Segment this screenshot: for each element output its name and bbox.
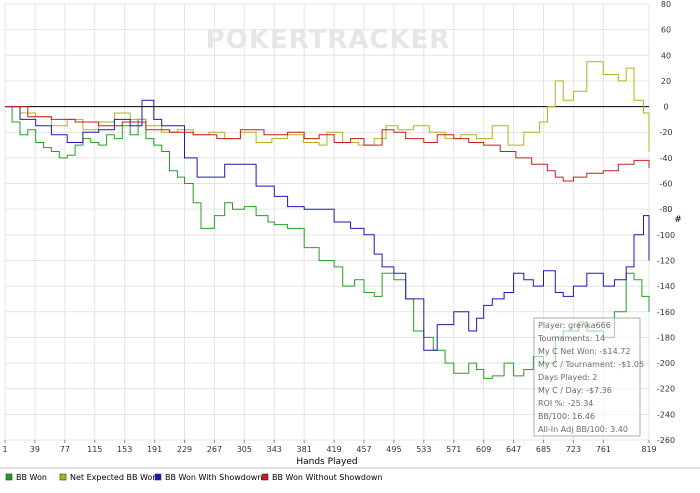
- y-tick-label: -240: [657, 410, 675, 419]
- y-axis: 80 60 40 20 0 -20 -40 -60 -80 -100 -120 -140 -160 -18…: [657, 0, 675, 445]
- y-tick-label: -140: [657, 282, 675, 291]
- legend: BB Won Net Expected BB Won BB Won With Sho…: [5, 473, 382, 482]
- stats-allin: All-In Adj BB/100: 3.40: [538, 425, 628, 434]
- x-tick-label: 495: [386, 445, 401, 454]
- x-tick-label: 685: [536, 445, 551, 454]
- x-tick-label: 191: [147, 445, 162, 454]
- x-axis: 1 39 77 115 153 191 229 267 305 343 381 419 457 495 53…: [2, 440, 657, 454]
- series-line-4: [5, 106, 650, 182]
- stats-box: Player: grenka666 Tournaments: 14 My C N…: [533, 317, 644, 437]
- legend-label-3: BB Won With Showdown: [165, 473, 262, 482]
- y-tick-label: -40: [659, 154, 672, 163]
- x-tick-label: 267: [207, 445, 222, 454]
- legend-label-2: Net Expected BB Won: [70, 473, 157, 482]
- y-tick-label: -80: [659, 205, 672, 214]
- stats-bb100: BB/100: 16.46: [538, 412, 595, 421]
- x-tick-label: 39: [30, 445, 40, 454]
- series-line-3: [5, 99, 650, 351]
- legend-swatch-4: [261, 473, 269, 481]
- y-tick-label: 80: [661, 0, 671, 9]
- watermark-logo: POKERTRACKER: [206, 25, 451, 55]
- x-tick-label: 723: [566, 445, 581, 454]
- y-tick-label: -60: [659, 180, 672, 189]
- legend-swatch-3: [154, 473, 162, 481]
- legend-label-4: BB Won Without Showdown: [272, 473, 382, 482]
- stats-roi: ROI %: -25.34: [538, 399, 593, 408]
- y-tick-label: 0: [663, 103, 668, 112]
- y-tick-label: -180: [657, 333, 675, 342]
- y-tick-label: -220: [657, 385, 675, 394]
- series-line-2: [5, 61, 650, 152]
- x-tick-label: 153: [117, 445, 132, 454]
- stats-player: Player: grenka666: [538, 321, 611, 330]
- x-tick-label: 305: [237, 445, 252, 454]
- stats-box-frame: [533, 317, 641, 437]
- y-tick-label: -120: [657, 256, 675, 265]
- x-tick-label: 609: [476, 445, 491, 454]
- x-tick-label: 229: [177, 445, 192, 454]
- x-tick-label: 343: [267, 445, 282, 454]
- x-tick-label: 381: [297, 445, 312, 454]
- x-tick-label: 571: [446, 445, 461, 454]
- stats-days-played: Days Played: 2: [538, 373, 598, 382]
- legend-swatch-1: [5, 473, 13, 481]
- x-tick-label: 761: [596, 445, 611, 454]
- stats-per-tournament: My C / Tournament: -$1.05: [538, 360, 644, 369]
- x-tick-label: 647: [506, 445, 521, 454]
- legend-swatch-2: [59, 473, 67, 481]
- stats-net-won: My C Net Won: -$14.72: [538, 347, 630, 356]
- y-tick-label: 60: [661, 26, 671, 35]
- y-tick-label: -100: [657, 231, 675, 240]
- y-tick-label: -160: [657, 308, 675, 317]
- x-axis-title: Hands Played: [296, 457, 357, 467]
- x-tick-label: 533: [416, 445, 431, 454]
- x-tick-label: 419: [326, 445, 341, 454]
- x-tick-label: 457: [356, 445, 371, 454]
- y-tick-label: 20: [661, 77, 671, 86]
- legend-label-1: BB Won: [16, 473, 47, 482]
- stats-tournaments: Tournaments: 14: [537, 334, 605, 343]
- y-tick-label: -260: [657, 436, 675, 445]
- x-tick-label: 819: [641, 445, 656, 454]
- x-tick-label: 1: [2, 445, 7, 454]
- y-axis-title: #: [674, 215, 682, 225]
- y-tick-label: 40: [661, 51, 671, 60]
- stats-per-day: My C / Day: -$7.36: [538, 386, 612, 395]
- y-tick-label: -20: [659, 128, 672, 137]
- x-tick-label: 77: [60, 445, 70, 454]
- y-tick-label: -200: [657, 359, 675, 368]
- x-tick-label: 115: [87, 445, 102, 454]
